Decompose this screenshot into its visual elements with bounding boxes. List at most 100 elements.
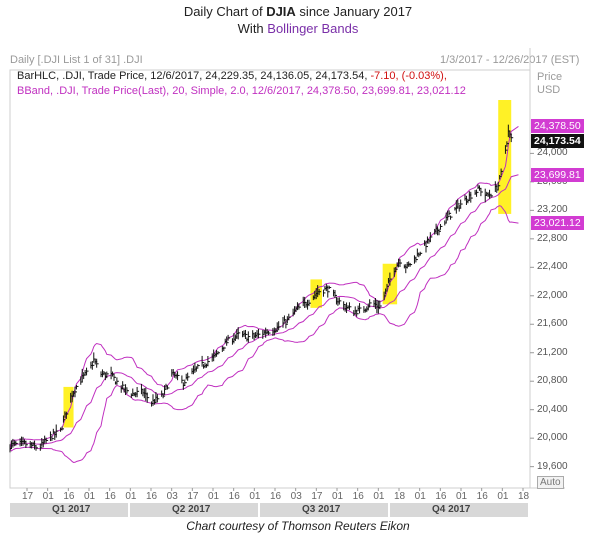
price-bar <box>328 285 332 290</box>
price-bar <box>146 392 150 403</box>
price-bar <box>338 297 342 305</box>
price-bar <box>207 355 210 367</box>
price-bar <box>327 285 330 298</box>
legend-barhlc: BarHLC, .DJI, Trade Price, 12/6/2017, 24… <box>17 70 447 82</box>
price-bar <box>369 299 372 307</box>
price-bar <box>322 289 326 297</box>
x-tick-label: 17 <box>311 491 323 502</box>
price-bar <box>386 283 389 291</box>
plot-frame <box>9 69 531 489</box>
x-tick-label: 18 <box>518 491 530 502</box>
price-bar <box>262 330 265 339</box>
price-bar <box>177 371 180 381</box>
price-bar <box>181 375 184 384</box>
price-bar <box>35 445 38 451</box>
price-bar <box>103 371 106 376</box>
price-bar <box>478 185 482 191</box>
price-bar <box>480 188 483 197</box>
x-tick-label: 03 <box>166 491 178 502</box>
price-bar <box>187 372 190 381</box>
price-bar <box>55 424 59 438</box>
price-bar <box>438 228 441 236</box>
price-bar <box>62 415 66 423</box>
quarter-label: Q3 2017 <box>302 504 341 515</box>
price-bar <box>496 184 499 193</box>
price-bar <box>359 303 362 314</box>
price-bar <box>285 320 288 329</box>
value-tag: 23,699.81 <box>531 167 584 182</box>
y-tick-label: 21,600 <box>537 318 568 330</box>
price-bar <box>184 379 187 386</box>
price-bar <box>247 331 251 343</box>
title-line2-prefix: With <box>237 21 268 36</box>
y-tick-label: 20,400 <box>537 403 568 415</box>
price-bar <box>282 317 285 328</box>
x-tick-label: 16 <box>435 491 447 502</box>
price-bar <box>75 384 79 390</box>
price-bar <box>447 210 450 221</box>
price-bar <box>298 303 301 310</box>
x-tick-label: 03 <box>290 491 302 502</box>
price-bar <box>415 256 418 263</box>
price-bar <box>389 272 392 286</box>
quarter-band <box>10 503 128 517</box>
price-bar <box>201 355 205 367</box>
legend-barhlc-change: -7.10, (-0.03%), <box>370 70 447 82</box>
price-bar <box>429 232 433 243</box>
price-bar <box>504 145 508 154</box>
value-tag: 23,021.12 <box>531 216 584 231</box>
price-bar <box>399 259 402 267</box>
legend-bband: BBand, .DJI, Trade Price(Last), 20, Simp… <box>17 85 466 97</box>
price-bar <box>457 199 460 209</box>
y-tick-label: 20,800 <box>537 375 568 387</box>
quarter-band <box>260 503 388 517</box>
price-bar <box>122 381 125 390</box>
price-bar <box>237 327 241 340</box>
title-suffix: since January 2017 <box>295 4 413 19</box>
price-bar <box>425 240 428 253</box>
y-tick-label: 19,600 <box>537 460 568 472</box>
price-bar <box>49 431 53 442</box>
price-bar <box>244 329 248 340</box>
value-tag: 24,173.54 <box>531 134 584 149</box>
x-tick-label: 01 <box>456 491 468 502</box>
x-tick-label: 01 <box>42 491 54 502</box>
quarter-band <box>390 503 528 517</box>
price-bar <box>444 220 447 226</box>
price-bar <box>195 366 199 372</box>
x-tick-label: 16 <box>146 491 158 502</box>
price-bar <box>25 440 28 448</box>
x-tick-label: 01 <box>84 491 96 502</box>
legend-barhlc-main: BarHLC, .DJI, Trade Price, 12/6/2017, 24… <box>17 70 371 82</box>
price-bar <box>448 210 452 216</box>
price-bar <box>15 440 18 446</box>
quarter-label: Q2 2017 <box>172 504 211 515</box>
quarter-label: Q1 2017 <box>52 504 91 515</box>
price-bar <box>86 367 89 376</box>
y-tick-label: 23,200 <box>537 204 568 216</box>
value-tag: 24,378.50 <box>531 119 584 134</box>
price-bar <box>419 251 423 256</box>
price-bar <box>136 386 140 398</box>
x-tick-label: 01 <box>497 491 509 502</box>
axis-title-price: Price <box>537 71 563 83</box>
price-bar <box>460 199 463 209</box>
axis-title-usd: USD <box>537 84 561 96</box>
price-bar <box>343 301 346 311</box>
x-tick-label: 17 <box>22 491 34 502</box>
price-bar <box>223 346 226 351</box>
quarter-band <box>130 503 258 517</box>
x-tick-label: 01 <box>249 491 261 502</box>
price-bar <box>379 300 382 310</box>
x-tick-label: 16 <box>352 491 364 502</box>
x-tick-label: 16 <box>476 491 488 502</box>
price-bar <box>288 313 291 321</box>
price-bar <box>65 411 69 419</box>
price-bar <box>348 302 352 311</box>
price-bar <box>385 288 388 295</box>
price-bar <box>91 360 95 370</box>
x-tick-label: 18 <box>394 491 406 502</box>
x-tick-label: 01 <box>373 491 385 502</box>
auto-scale-button[interactable]: Auto <box>537 476 564 489</box>
